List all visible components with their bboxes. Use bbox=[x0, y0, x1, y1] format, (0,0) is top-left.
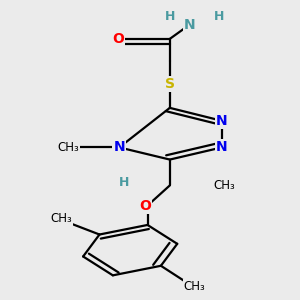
Text: CH₃: CH₃ bbox=[50, 212, 72, 225]
Text: O: O bbox=[139, 199, 151, 213]
Text: CH₃: CH₃ bbox=[213, 179, 235, 192]
Text: N: N bbox=[113, 140, 125, 154]
Text: H: H bbox=[165, 11, 175, 23]
Text: N: N bbox=[216, 140, 228, 154]
Text: N: N bbox=[184, 18, 195, 32]
Text: H: H bbox=[119, 176, 129, 189]
Text: H: H bbox=[214, 11, 224, 23]
Text: N: N bbox=[216, 114, 228, 128]
Text: CH₃: CH₃ bbox=[57, 141, 79, 154]
Text: S: S bbox=[165, 77, 175, 91]
Text: CH₃: CH₃ bbox=[184, 280, 206, 293]
Text: O: O bbox=[112, 32, 124, 46]
